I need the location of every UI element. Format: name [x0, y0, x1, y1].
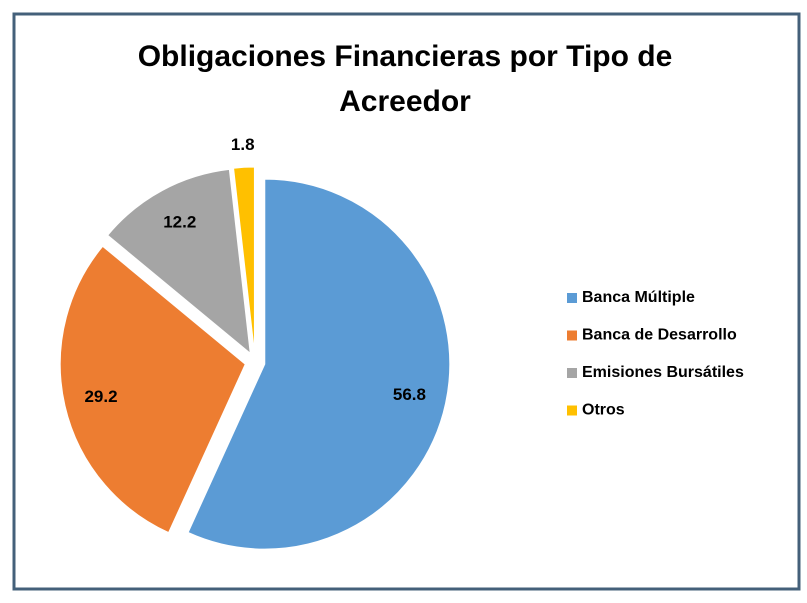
- chart-title: Acreedor: [339, 85, 471, 118]
- legend-swatch: [567, 368, 577, 378]
- data-label: 29.2: [84, 387, 117, 406]
- legend-swatch: [567, 405, 577, 416]
- pie-slice: [233, 166, 255, 353]
- pie-slice: [106, 168, 251, 355]
- pie-slice: [59, 245, 246, 534]
- legend-label: Banca Múltiple: [582, 289, 695, 306]
- legend-swatch: [567, 330, 577, 341]
- pie-slice: [187, 178, 451, 550]
- data-label: 1.8: [231, 135, 255, 154]
- legend-label: Banca de Desarrollo: [582, 327, 737, 344]
- legend-swatch: [567, 293, 577, 303]
- data-label: 12.2: [163, 213, 196, 232]
- legend-label: Otros: [582, 402, 625, 419]
- data-label: 56.8: [393, 385, 426, 404]
- chart-title: Obligaciones Financieras por Tipo de: [138, 40, 673, 73]
- legend-label: Emisiones Bursátiles: [582, 364, 744, 381]
